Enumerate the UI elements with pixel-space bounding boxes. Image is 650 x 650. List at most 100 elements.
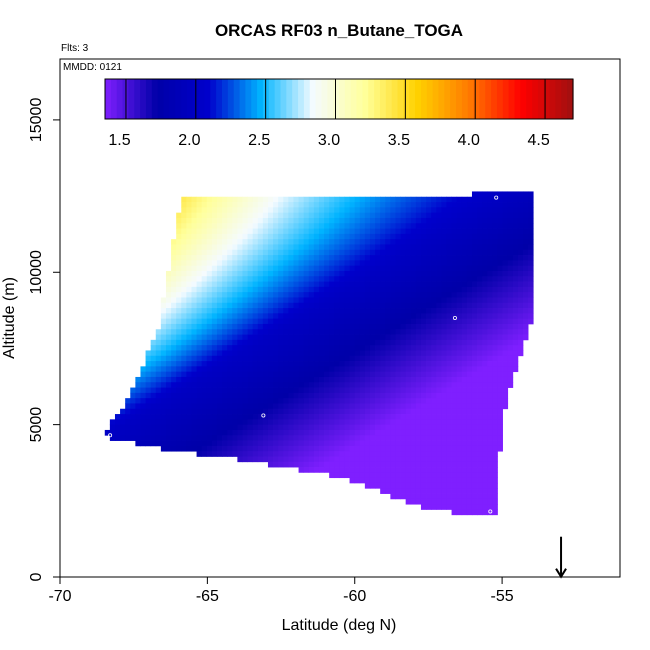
heatmap-cell xyxy=(441,461,447,468)
heatmap-cell xyxy=(313,350,320,357)
heatmap-cell xyxy=(201,313,208,320)
heatmap-cell xyxy=(436,498,442,505)
heatmap-cell xyxy=(288,387,294,394)
heatmap-cell xyxy=(318,223,325,229)
heatmap-cell xyxy=(145,350,152,357)
heatmap-cell xyxy=(441,403,447,410)
heatmap-cell xyxy=(441,472,447,479)
heatmap-cell xyxy=(283,276,289,282)
heatmap-cell xyxy=(456,482,463,489)
heatmap-cell xyxy=(160,318,167,325)
heatmap-cell xyxy=(420,429,427,436)
heatmap-cell xyxy=(354,461,361,468)
heatmap-cell xyxy=(354,196,361,203)
heatmap-cell xyxy=(267,265,274,272)
heatmap-cell xyxy=(283,440,289,447)
heatmap-cell xyxy=(369,424,376,431)
heatmap-cell xyxy=(262,371,269,378)
heatmap-cell xyxy=(436,276,442,282)
heatmap-cell xyxy=(283,371,289,378)
colorbar-tick-label: 4.0 xyxy=(458,132,480,149)
heatmap-cell xyxy=(176,445,182,452)
heatmap-cell xyxy=(471,233,478,240)
heatmap-cell xyxy=(492,371,498,378)
heatmap-cell xyxy=(247,371,254,378)
heatmap-cell xyxy=(451,456,458,463)
heatmap-cell xyxy=(313,260,320,267)
heatmap-cell xyxy=(211,249,218,256)
heatmap-cell xyxy=(191,276,197,282)
heatmap-cell xyxy=(400,228,407,235)
heatmap-cell xyxy=(512,350,519,357)
heatmap-cell xyxy=(431,334,437,341)
heatmap-cell xyxy=(415,350,422,357)
heatmap-cell xyxy=(492,392,498,399)
heatmap-cell xyxy=(186,355,192,362)
heatmap-cell xyxy=(155,429,162,436)
heatmap-cell xyxy=(211,339,218,346)
heatmap-cell xyxy=(222,196,228,203)
heatmap-cell xyxy=(487,456,493,463)
heatmap-cell xyxy=(257,217,264,224)
heatmap-cell xyxy=(318,260,325,267)
heatmap-cell xyxy=(191,371,197,378)
heatmap-cell xyxy=(395,239,401,245)
heatmap-cell xyxy=(196,212,203,219)
heatmap-cell xyxy=(502,308,509,314)
heatmap-cell xyxy=(502,387,509,394)
colorbar-cell xyxy=(157,79,165,119)
heatmap-cell xyxy=(298,445,305,452)
heatmap-cell xyxy=(140,403,146,410)
heatmap-cell xyxy=(283,382,289,388)
heatmap-cell xyxy=(456,414,463,420)
heatmap-cell xyxy=(395,488,401,494)
colorbar-cell xyxy=(456,79,463,119)
heatmap-cell xyxy=(461,276,468,282)
heatmap-cell xyxy=(354,350,361,357)
heatmap-cell xyxy=(456,366,463,373)
heatmap-cell xyxy=(487,504,493,510)
heatmap-cell xyxy=(176,429,182,436)
heatmap-cell xyxy=(288,339,294,346)
heatmap-cell xyxy=(171,286,177,293)
heatmap-cell xyxy=(303,435,310,441)
heatmap-cell xyxy=(216,414,223,420)
heatmap-cell xyxy=(512,217,519,224)
heatmap-cell xyxy=(135,440,141,447)
heatmap-cell xyxy=(318,286,325,293)
heatmap-cell xyxy=(334,233,340,240)
heatmap-cell xyxy=(165,318,172,325)
heatmap-cell xyxy=(482,440,488,447)
heatmap-cell xyxy=(375,387,381,394)
heatmap-cell xyxy=(375,329,381,335)
heatmap-cell xyxy=(466,196,473,203)
heatmap-cell xyxy=(247,233,254,240)
heatmap-cell xyxy=(364,350,371,357)
heatmap-cell xyxy=(344,260,350,267)
heatmap-cell xyxy=(380,223,386,229)
heatmap-cell xyxy=(502,392,509,399)
heatmap-cell xyxy=(528,217,534,224)
heatmap-cell xyxy=(109,429,116,436)
heatmap-cell xyxy=(405,429,412,436)
heatmap-cell xyxy=(482,265,488,272)
heatmap-cell xyxy=(186,207,192,214)
heatmap-cell xyxy=(441,350,447,357)
heatmap-cell xyxy=(456,207,463,214)
heatmap-cell xyxy=(308,445,315,452)
heatmap-cell xyxy=(247,239,254,245)
heatmap-cell xyxy=(232,196,238,203)
heatmap-cell xyxy=(104,429,111,436)
heatmap-cell xyxy=(186,392,192,399)
heatmap-cell xyxy=(528,202,534,208)
heatmap-cell xyxy=(211,445,218,452)
heatmap-cell xyxy=(334,281,340,288)
heatmap-cell xyxy=(431,398,437,404)
heatmap-cell xyxy=(528,281,534,288)
heatmap-cell xyxy=(313,228,320,235)
heatmap-cell xyxy=(528,297,534,304)
heatmap-cell xyxy=(415,440,422,447)
heatmap-cell xyxy=(369,355,376,362)
heatmap-cell xyxy=(436,260,442,267)
heatmap-cell xyxy=(395,392,401,399)
